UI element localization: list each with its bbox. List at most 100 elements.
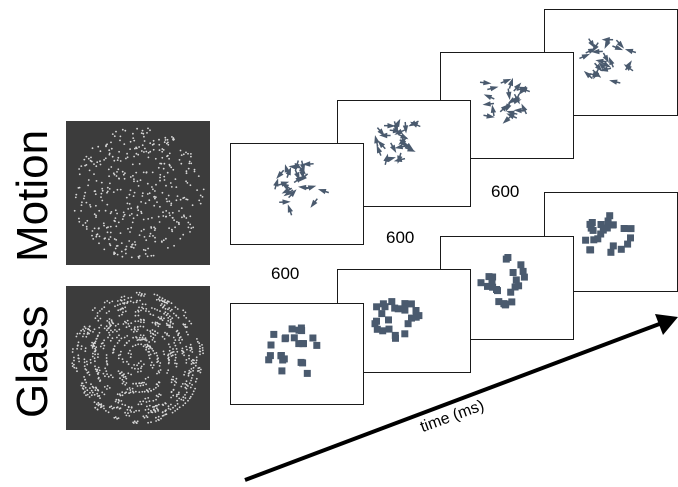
- glass-dot: [588, 219, 596, 226]
- stimulus-dot-pair: [88, 325, 91, 328]
- stimulus-dot-pair: [108, 327, 110, 329]
- stimulus-dot-pair: [138, 291, 141, 294]
- stimulus-dot: [178, 210, 180, 212]
- motion-dot-trail: [398, 129, 406, 134]
- stimulus-dot-pair: [106, 300, 109, 302]
- stimulus-dot: [114, 305, 116, 308]
- stimulus-dot: [106, 388, 108, 390]
- stimulus-dot: [128, 214, 131, 217]
- stimulus-dot: [151, 307, 153, 309]
- stimulus-dot-pair: [102, 372, 105, 375]
- motion-dot: [483, 80, 492, 86]
- stimulus-dot: [149, 332, 152, 334]
- stimulus-dot: [108, 175, 110, 178]
- stimulus-dot: [160, 316, 163, 318]
- stimulus-dot-pair: [152, 333, 155, 336]
- glass-dot: [378, 310, 386, 318]
- stimulus-dot-pair: [100, 403, 103, 406]
- stimulus-dot: [190, 155, 192, 158]
- motion-dot-trail: [510, 99, 518, 103]
- stimulus-dot: [118, 177, 120, 180]
- stimulus-dot: [120, 296, 123, 299]
- stimulus-dot-pair: [120, 371, 123, 373]
- stimulus-dot-pair: [110, 329, 112, 332]
- stimulus-dot: [121, 255, 124, 258]
- glass-dot: [509, 269, 517, 276]
- stimulus-dot: [132, 195, 135, 197]
- stimulus-dot: [157, 410, 160, 412]
- stimulus-dot-pair: [192, 390, 195, 393]
- stimulus-dot-pair: [97, 366, 100, 369]
- stimulus-dot: [132, 391, 135, 394]
- stimulus-dot-pair: [178, 337, 181, 339]
- stimulus-dot: [168, 358, 170, 361]
- motion-dot: [298, 184, 307, 191]
- stimulus-dot: [148, 235, 151, 237]
- stimulus-dot: [93, 213, 96, 216]
- stimulus-dot: [108, 322, 111, 325]
- stimulus-dot-pair: [135, 382, 137, 385]
- stimulus-dot-pair: [130, 322, 133, 324]
- stimulus-dot: [73, 359, 75, 362]
- stimulus-dot: [161, 335, 164, 338]
- stimulus-dot: [107, 411, 110, 414]
- glass-dot: [300, 340, 307, 348]
- stimulus-dot: [101, 199, 104, 202]
- stimulus-dot: [173, 342, 176, 344]
- stimulus-dot: [119, 160, 122, 162]
- stimulus-dot: [185, 359, 188, 361]
- stimulus-dot: [161, 191, 164, 194]
- stimulus-dot-pair: [80, 384, 83, 387]
- stimulus-dot-pair: [189, 349, 192, 352]
- stimulus-dot: [142, 345, 145, 348]
- stimulus-dot: [142, 307, 145, 310]
- stimulus-dot: [172, 312, 175, 315]
- stimulus-dot: [149, 142, 152, 145]
- stimulus-dot-pair: [174, 344, 177, 347]
- stimulus-dot: [140, 360, 142, 362]
- stimulus-dot: [188, 369, 191, 372]
- stimulus-dot: [174, 353, 177, 356]
- stimulus-dot: [158, 138, 160, 141]
- stimulus-dot: [147, 156, 150, 159]
- stimulus-dot: [134, 367, 136, 370]
- stimulus-dot: [95, 338, 98, 340]
- stimulus-dot: [124, 404, 127, 407]
- stimulus-dot: [199, 347, 201, 350]
- stimulus-dot: [146, 132, 148, 134]
- stimulus-dot-pair: [97, 377, 100, 380]
- stimulus-dot: [143, 135, 145, 138]
- stimulus-dot-pair: [114, 416, 117, 419]
- stimulus-dot: [180, 154, 183, 156]
- stimulus-dot: [121, 170, 124, 173]
- stimulus-dot: [79, 332, 81, 335]
- stimulus-dot: [111, 331, 114, 333]
- stimulus-dot: [147, 151, 150, 154]
- stimulus-dot: [124, 320, 126, 323]
- stimulus-dot: [157, 415, 160, 418]
- stimulus-dot: [99, 397, 101, 399]
- stimulus-dot: [182, 396, 185, 399]
- stimulus-dot: [130, 373, 132, 376]
- glass-dot: [281, 335, 289, 343]
- stimulus-dot: [109, 244, 112, 247]
- stimulus-dot: [91, 309, 94, 311]
- stimulus-dot-pair: [89, 391, 91, 394]
- stimulus-dot: [99, 345, 102, 348]
- stimulus-dot-pair: [127, 372, 130, 375]
- motion-dot: [379, 132, 388, 139]
- stimulus-dot: [191, 374, 194, 376]
- stimulus-dot: [103, 248, 106, 251]
- stimulus-dot: [80, 348, 83, 350]
- stimulus-dot: [122, 311, 124, 314]
- stimulus-dot: [129, 231, 131, 233]
- stimulus-dot-pair: [129, 391, 132, 394]
- stimulus-dot: [171, 211, 174, 214]
- stimulus-dot: [98, 209, 101, 212]
- stimulus-dot: [174, 226, 176, 229]
- stimulus-dot-pair: [187, 399, 189, 402]
- stimulus-dot: [157, 166, 160, 169]
- stimulus-dot-pair: [166, 372, 168, 374]
- stimulus-dot: [97, 389, 100, 392]
- stimulus-dot-pair: [83, 365, 86, 367]
